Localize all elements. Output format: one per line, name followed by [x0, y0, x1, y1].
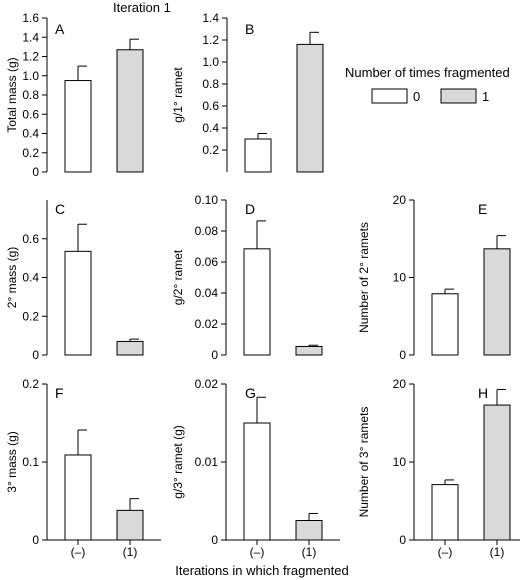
y-tick-label: 0.02	[195, 317, 219, 331]
chart-panels: 0 0.2 0.4 0.6 0.8 1.0 1.2 1.4 1.6 Total mass (g) A…	[5, 11, 520, 559]
bar-0	[243, 422, 271, 541]
y-tick-label: 0.2	[22, 146, 39, 160]
bar-1	[295, 520, 323, 541]
x-axis-label: Iterations in which fragmented	[175, 563, 348, 578]
y-tick-label: 0	[399, 533, 406, 547]
y-tick-label: 10	[393, 455, 407, 469]
y-tick-label: 1.6	[22, 11, 39, 25]
y-axis-label: Number of 2° ramets	[357, 222, 371, 333]
y-axis-label: g/2° ramet	[171, 249, 185, 305]
y-tick-label: 0.01	[195, 455, 219, 469]
bar-1	[483, 248, 511, 356]
legend-title: Number of times fragmented	[345, 65, 510, 80]
x-category-label: (1)	[490, 545, 505, 559]
bar-1	[116, 49, 144, 173]
y-tick-label: 0.8	[202, 77, 219, 91]
bar-0	[244, 138, 272, 173]
panel-label: B	[245, 21, 254, 37]
panel-label: A	[55, 21, 65, 37]
y-tick-label: 0.2	[202, 143, 219, 157]
y-axis-label: Total mass (g)	[5, 57, 19, 132]
y-axis-label: g/3° ramet (g)	[171, 425, 185, 499]
y-tick-label: 0.04	[195, 286, 219, 300]
y-axis-label: 3° mass (g)	[5, 431, 19, 492]
panel-e: 0 10 20 Number of 2° ramets E	[357, 193, 511, 362]
legend: Number of times fragmented 0 1	[345, 65, 510, 104]
bar-1	[295, 345, 323, 356]
bar-0	[64, 80, 92, 173]
y-tick-label: 0.2	[22, 377, 39, 391]
y-tick-label: 0.6	[22, 107, 39, 121]
y-tick-label: 0	[32, 533, 39, 547]
panel-label: H	[478, 385, 488, 401]
bar-0	[431, 293, 459, 356]
panel-label: C	[55, 201, 65, 217]
y-tick-label: 1.0	[202, 55, 219, 69]
panel-label: G	[245, 385, 256, 401]
bar-0	[64, 250, 92, 356]
y-tick-label: 0.2	[22, 309, 39, 323]
panel-h: 0 10 20 Number of 3° ramets H (–) (1)	[357, 377, 520, 559]
y-tick-label: 0.6	[202, 99, 219, 113]
y-tick-label: 0.4	[22, 271, 39, 285]
y-tick-label: 0.6	[22, 232, 39, 246]
y-tick-label: 0.4	[22, 127, 39, 141]
y-tick-label: 10	[393, 271, 407, 285]
bar-1	[483, 404, 511, 541]
panel-label: F	[55, 385, 64, 401]
x-category-label: (–)	[71, 545, 86, 559]
bar-1	[296, 43, 324, 173]
y-tick-label: 20	[393, 377, 407, 391]
x-category-label: (1)	[123, 545, 138, 559]
y-tick-label: 1.0	[22, 69, 39, 83]
y-axis-label: 2° mass (g)	[5, 247, 19, 308]
x-category-label: (–)	[250, 545, 265, 559]
bar-0	[64, 454, 92, 541]
legend-swatch-0	[371, 88, 408, 104]
legend-label-1: 1	[482, 89, 489, 104]
y-tick-label: 1.2	[22, 50, 39, 64]
y-tick-label: 0.10	[195, 193, 219, 207]
panel-f: 0 0.1 0.2 3° mass (g) F (–) (1)	[5, 377, 161, 559]
y-tick-label: 0.1	[22, 455, 39, 469]
panel-label: E	[478, 201, 487, 217]
y-tick-label: 0.08	[195, 224, 219, 238]
panel-d: 0 0.02 0.04 0.06 0.08 0.10 g/2° ramet D	[171, 193, 323, 362]
x-category-label: (1)	[302, 545, 317, 559]
panel-b: 0.2 0.4 0.6 0.8 1.0 1.2 1.4 g/1° ramet B	[171, 11, 324, 173]
bar-0	[243, 248, 271, 356]
y-tick-label: 0	[399, 348, 406, 362]
y-tick-label: 0	[211, 348, 218, 362]
legend-swatch-1	[440, 88, 477, 104]
y-tick-label: 1.4	[22, 30, 39, 44]
y-tick-label: 0	[32, 165, 39, 179]
panel-g: 0 0.01 0.02 g/3° ramet (g) G (–) (1)	[171, 377, 340, 559]
y-axis-label: g/1° ramet	[171, 67, 185, 123]
bar-0	[431, 484, 459, 541]
legend-label-0: 0	[413, 89, 420, 104]
panel-a: 0 0.2 0.4 0.6 0.8 1.0 1.2 1.4 1.6 Total mass (g) A	[5, 11, 144, 179]
y-tick-label: 1.2	[202, 33, 219, 47]
y-tick-label: 20	[393, 193, 407, 207]
y-tick-label: 0.06	[195, 255, 219, 269]
y-tick-label: 0	[211, 533, 218, 547]
y-axis-label: Number of 3° ramets	[357, 407, 371, 518]
bar-1	[116, 509, 144, 541]
y-tick-label: 0.02	[195, 377, 219, 391]
x-category-label: (–)	[438, 545, 453, 559]
y-tick-label: 0.8	[22, 88, 39, 102]
y-tick-label: 1.4	[202, 11, 219, 25]
bar-1	[116, 340, 144, 356]
panel-c: 0 0.2 0.4 0.62° mass (g) C	[5, 200, 144, 362]
y-tick-label: 0	[32, 348, 39, 362]
figure-top-title: Iteration 1	[113, 0, 171, 15]
y-tick-label: 0.4	[202, 121, 219, 135]
panel-label: D	[245, 201, 255, 217]
